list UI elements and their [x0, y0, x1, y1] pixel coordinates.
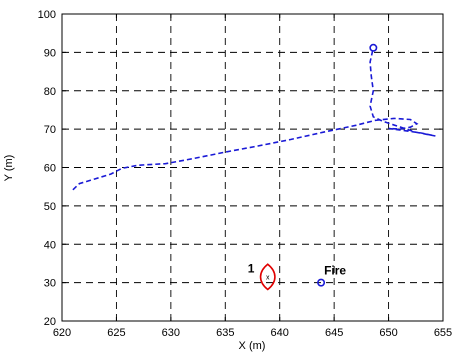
trajectory-line [72, 47, 436, 191]
x-tick-label: 650 [379, 327, 397, 339]
y-tick-label: 20 [44, 316, 56, 328]
y-axis-label: Y (m) [3, 155, 15, 182]
y-tick-labels: 20 30 40 50 60 70 80 90 100 [38, 9, 56, 328]
x-tick-label: 625 [107, 327, 125, 339]
y-tick-label: 60 [44, 163, 56, 175]
region-label: 1 [248, 261, 255, 275]
axis-ticks [61, 13, 444, 322]
y-tick-label: 70 [44, 124, 56, 136]
x-tick-label: 645 [325, 327, 343, 339]
x-axis-label: X (m) [239, 340, 266, 352]
x-tick-labels: 620 625 630 635 640 645 650 655 [53, 327, 452, 339]
region-contour [259, 263, 276, 291]
y-tick-label: 40 [44, 239, 56, 251]
x-tick-label: 640 [271, 327, 289, 339]
x-tick-label: 630 [162, 327, 180, 339]
y-tick-label: 100 [38, 9, 56, 21]
fire-label: Fire [324, 264, 346, 278]
series-layer [72, 43, 436, 191]
y-tick-label: 30 [44, 278, 56, 290]
y-tick-label: 80 [44, 86, 56, 98]
trajectory-start-marker [369, 43, 378, 52]
region-center-mark: x [266, 274, 270, 281]
x-tick-label: 635 [216, 327, 234, 339]
x-tick-label: 620 [53, 327, 71, 339]
y-tick-label: 50 [44, 201, 56, 213]
x-tick-label: 655 [434, 327, 452, 339]
fire-marker [317, 278, 326, 287]
y-tick-label: 90 [44, 47, 56, 59]
marker-layer: Fire x 1 [248, 261, 346, 291]
